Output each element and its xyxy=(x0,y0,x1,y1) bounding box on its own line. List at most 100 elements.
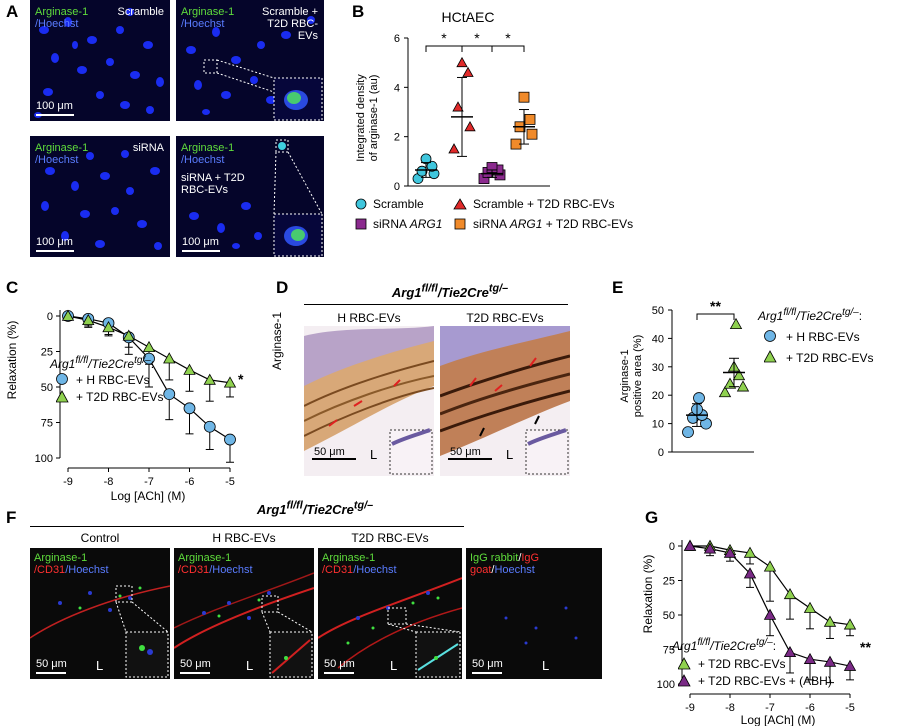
fluoro-h-rbc-evs: Arginase-1/CD31/Hoechst 50 μm L xyxy=(174,548,314,679)
chart-e-point xyxy=(729,317,743,329)
genotype-colon: : xyxy=(772,639,777,653)
panel-f-title-control: Control xyxy=(80,531,120,545)
scale-label: 100 μm xyxy=(36,236,73,248)
scale-label: 50 μm xyxy=(324,658,355,670)
genotype-colon: : xyxy=(150,357,155,371)
chart-e-ytick-label: 10 xyxy=(652,419,664,431)
scale-label: 100 μm xyxy=(36,100,73,112)
chart-b-point xyxy=(526,128,538,140)
panel-d-col1: H RBC-EVs xyxy=(337,311,401,325)
chart-c-point xyxy=(203,420,216,433)
chart-c-point xyxy=(163,352,176,364)
genotype-sup1: fl/fl xyxy=(697,637,711,648)
chart-c-point xyxy=(82,313,95,326)
fluorescence-pattern xyxy=(318,577,462,678)
nuclei-pattern xyxy=(34,8,164,118)
chart-b-point xyxy=(426,160,438,172)
chart-c-ytick-label: 0 xyxy=(47,311,53,323)
chart-c-point xyxy=(203,373,216,385)
label-hoechst: /Hoechst xyxy=(35,18,79,30)
genotype-sup1: fl/fl xyxy=(286,500,303,512)
chart-e-ytick-label: 50 xyxy=(652,305,664,317)
genotype-sup1: fl/fl xyxy=(783,307,797,318)
chart-b-ytick-label: 2 xyxy=(394,132,400,144)
label-cd31: /CD31 xyxy=(178,564,210,576)
chart-g-point xyxy=(683,539,697,551)
label-arginase: Arginase-1 xyxy=(34,552,88,564)
scale-bar xyxy=(448,458,492,460)
legend-sirna-gene: ARG1 xyxy=(409,217,443,231)
chart-c-point xyxy=(183,363,196,375)
scale-bar xyxy=(312,458,356,460)
fluorescence-pattern xyxy=(504,606,578,645)
label-cd31: /CD31 xyxy=(34,564,66,576)
panel-d-bracket xyxy=(304,304,568,305)
label-arginase: Arginase-1 xyxy=(178,552,232,564)
genotype-base: Arg1 xyxy=(672,639,698,653)
label-slash: / xyxy=(518,552,522,564)
chart-b-sig-star: * xyxy=(505,30,511,46)
label-hoechst: /Hoechst xyxy=(353,564,397,576)
panel-d-ylabel: Arginase-1 xyxy=(270,311,284,370)
panel-label-g: G xyxy=(645,508,659,527)
chart-b-ylabel-line2: of arginase-1 (au) xyxy=(368,75,380,162)
legend-markers xyxy=(764,330,777,363)
chart-b-point xyxy=(456,56,468,68)
legend-scramble-t2d: Scramble + T2D RBC-EVs xyxy=(473,197,615,211)
label-hoechst: /Hoechst xyxy=(65,564,109,576)
chart-g-xtick-label: -9 xyxy=(685,702,695,714)
chart-g-point xyxy=(783,587,797,600)
chart-g-point xyxy=(703,542,717,554)
chart-c-point xyxy=(122,329,135,341)
legend-sirna-pre: siRNA xyxy=(373,217,410,231)
genotype-sup1: fl/fl xyxy=(421,283,438,295)
genotype-base: Arg1 xyxy=(50,357,76,371)
chart-c-point xyxy=(102,321,115,333)
chart-c-genotype: Arg1fl/fl/Tie2Cretg/–: xyxy=(50,355,154,371)
label-slash: / xyxy=(491,564,495,576)
chart-g-point xyxy=(783,645,797,658)
chart-c-xlabel: Log [ACh] (M) xyxy=(111,489,186,503)
histology-h-rbc-evs: 50 μm L xyxy=(304,326,434,476)
histology-t2d-rbc-evs: 50 μm L xyxy=(440,326,570,476)
chart-g-point xyxy=(803,652,817,664)
nuclei-pattern xyxy=(41,150,162,250)
legend-sirna: siRNA ARG1 xyxy=(373,217,442,231)
lumen-label: L xyxy=(542,658,550,673)
chart-e-ytick-label: 20 xyxy=(652,390,664,402)
chart-c-ytick-label: 50 xyxy=(41,382,53,394)
chart-g-point xyxy=(843,618,857,630)
chart-e-ytick-label: 40 xyxy=(652,333,664,345)
chart-g-point xyxy=(743,567,757,579)
chart-b-sig-star: * xyxy=(474,30,480,46)
chart-g-genotype: Arg1fl/fl/Tie2Cretg/–: xyxy=(672,637,776,653)
legend-sirna-t2d-pre: siRNA xyxy=(473,217,510,231)
micrograph-a-scramble-t2d: Arginase-1/Hoechst Scramble + T2D RBC-EV… xyxy=(176,0,324,121)
chart-b-ylabel-line1: Integrated density xyxy=(355,74,367,162)
genotype-mid: /Tie2Cre xyxy=(796,309,843,323)
chart-e-ylabel-line2: positive area (%) xyxy=(632,335,644,418)
chart-g-point xyxy=(803,601,817,613)
scale-label: 100 μm xyxy=(182,236,219,248)
chart-e-ylabel-line1: Arginase-1 xyxy=(619,349,631,402)
label-arginase: Arginase-1 xyxy=(181,6,235,18)
fluorescence-pattern xyxy=(30,585,170,678)
legend-h: + H RBC-EVs xyxy=(786,330,860,344)
chart-g-ylabel: Relaxation (%) xyxy=(641,555,655,634)
genotype-sup2: tg/– xyxy=(353,500,374,512)
legend-marker-t2d xyxy=(764,350,777,363)
scale-bar xyxy=(324,672,354,674)
fluoro-control: Arginase-1/CD31/Hoechst 50 μm L xyxy=(30,548,170,679)
chart-c-xtick-label: -6 xyxy=(185,476,195,488)
label-hoechst: /Hoechst xyxy=(181,18,225,30)
chart-b-point xyxy=(452,101,464,112)
panel-label-c: C xyxy=(6,278,19,297)
genotype-colon: : xyxy=(858,309,863,323)
legend-markers xyxy=(355,198,467,230)
chart-g-legend: + T2D RBC-EVs + T2D RBC-EVs + (ABH) xyxy=(678,656,832,690)
legend-marker-t2d xyxy=(678,657,691,670)
chart-g-point xyxy=(763,608,777,620)
legend-marker-sirna xyxy=(355,218,367,230)
scale-bar xyxy=(36,250,74,252)
chart-e: Arginase-1 positive area (%) 0 10 20 30 40 50… xyxy=(619,298,754,459)
